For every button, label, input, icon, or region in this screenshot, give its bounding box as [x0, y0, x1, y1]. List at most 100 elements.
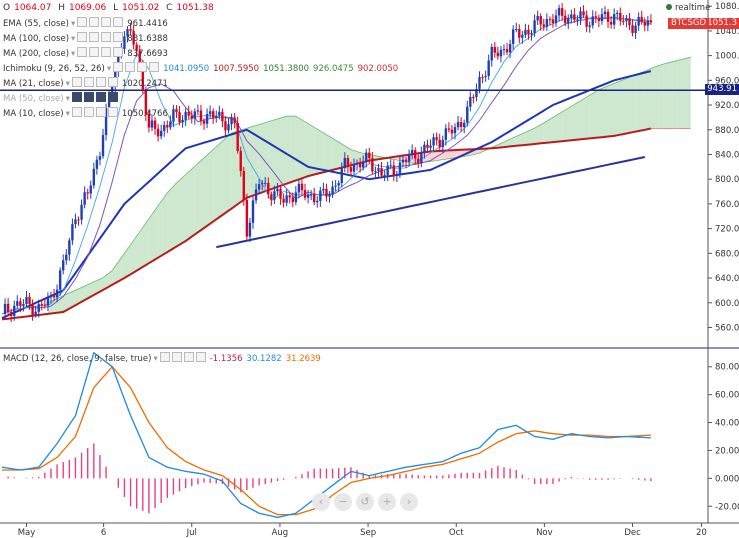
indicator-legend[interactable]: MA (21, close) ▾ 1020.2471 [3, 77, 168, 89]
settings-icon[interactable] [83, 77, 94, 87]
candle [248, 217, 252, 242]
ohlc-high-label: H [58, 3, 65, 13]
reset-icon[interactable]: ↺ [356, 493, 374, 511]
candle-body [6, 303, 10, 312]
visibility-icon[interactable] [71, 92, 82, 102]
ema55-line [1, 70, 652, 320]
price-tick-label: 560.00 [715, 323, 739, 333]
close-icon[interactable] [95, 92, 106, 102]
chevron-down-icon[interactable]: ▾ [65, 109, 70, 119]
visibility-icon[interactable] [71, 77, 82, 87]
candle [469, 91, 472, 112]
more-icon[interactable] [113, 47, 124, 57]
settings-icon[interactable] [125, 62, 136, 72]
close-icon[interactable] [95, 77, 106, 87]
settings-icon[interactable] [83, 107, 94, 117]
visibility-icon[interactable] [77, 32, 88, 42]
chevron-down-icon[interactable]: ▾ [65, 79, 70, 89]
candle [215, 110, 218, 123]
zoom-in-icon[interactable]: + [378, 493, 396, 511]
ichimoku-cloud-segment [350, 149, 361, 166]
ichimoku-cloud-segment [204, 149, 214, 228]
settings-icon[interactable] [89, 17, 100, 27]
ohlc-close-label: C [166, 3, 173, 13]
chevron-down-icon[interactable]: ▾ [70, 19, 76, 29]
chevron-down-icon[interactable]: ▾ [71, 49, 76, 59]
chevron-down-icon[interactable]: ▾ [65, 94, 70, 104]
candle [291, 192, 294, 208]
candle-body [288, 195, 291, 198]
chevron-down-icon[interactable]: ▾ [153, 354, 158, 364]
indicator-legend[interactable]: MA (200, close) ▾ 837.6693 [3, 47, 168, 59]
settings-icon[interactable] [89, 47, 100, 57]
scroll-left-icon[interactable]: ‹ [312, 493, 330, 511]
candle-body [144, 89, 148, 115]
macd-tick-label: -20.000 [715, 502, 739, 512]
candle [337, 180, 340, 192]
close-icon[interactable] [101, 17, 112, 27]
candle-body [215, 115, 218, 118]
indicator-legend[interactable]: MA (50, close) ▾ [3, 92, 118, 104]
visibility-icon[interactable] [77, 17, 88, 27]
ichimoku-cloud-segment [653, 64, 664, 129]
candle-body [637, 16, 640, 26]
zoom-out-icon[interactable]: − [334, 493, 352, 511]
candle [267, 177, 270, 199]
visibility-icon[interactable] [113, 62, 124, 72]
candle-body [361, 161, 365, 168]
candle-body [132, 30, 135, 45]
more-icon[interactable] [107, 107, 118, 117]
visibility-icon[interactable] [77, 47, 88, 57]
more-icon[interactable] [107, 92, 118, 102]
candle-body [37, 304, 40, 312]
visibility-icon[interactable] [159, 352, 170, 362]
candle-body [291, 197, 294, 203]
candle [365, 148, 368, 168]
candle [181, 115, 184, 128]
indicator-legend[interactable]: MA (100, close) ▾ 881.6388 [3, 32, 168, 44]
settings-icon[interactable] [171, 352, 182, 362]
ichimoku-cloud-segment [608, 82, 618, 137]
macd-tick-label: 40.000 [715, 419, 739, 429]
scroll-right-icon[interactable]: › [400, 493, 418, 511]
indicator-legend[interactable]: MA (10, close) ▾ 1050.4766 [3, 107, 168, 119]
candle [466, 100, 469, 127]
settings-icon[interactable] [83, 92, 94, 102]
close-icon[interactable] [137, 62, 148, 72]
candle-body [551, 19, 555, 24]
candle-body [190, 115, 193, 119]
candle-body [74, 219, 77, 225]
chevron-down-icon[interactable]: ▾ [106, 64, 112, 74]
indicator-legend[interactable]: EMA (55, close) ▾ 961.4416 [3, 17, 168, 29]
ichimoku-cloud-segment [617, 78, 627, 136]
close-icon[interactable] [101, 32, 112, 42]
candle [92, 162, 96, 189]
ichimoku-cloud-segment [663, 61, 673, 129]
candle-body [475, 89, 478, 98]
candle-body [159, 130, 163, 137]
candle [511, 25, 515, 50]
settings-icon[interactable] [89, 32, 100, 42]
candle-body [490, 46, 493, 61]
close-icon[interactable] [95, 107, 106, 117]
candle [245, 193, 249, 240]
more-icon[interactable] [107, 77, 118, 87]
more-icon[interactable] [195, 352, 206, 362]
chevron-down-icon[interactable]: ▾ [71, 34, 76, 44]
candle-body [435, 137, 438, 140]
candle-body [518, 29, 521, 38]
more-icon[interactable] [149, 62, 160, 72]
visibility-icon[interactable] [71, 107, 82, 117]
more-icon[interactable] [113, 17, 124, 27]
ichimoku-cloud-segment [323, 132, 333, 173]
candle-body [92, 168, 96, 186]
more-icon[interactable] [113, 32, 124, 42]
candle-body [104, 108, 108, 136]
close-icon[interactable] [183, 352, 194, 362]
candle-body [603, 11, 607, 15]
candle [202, 118, 206, 130]
macd-legend[interactable]: MACD (12, 26, close, 9, false, true) ▾ -1.… [3, 352, 321, 364]
indicator-legend[interactable]: Ichimoku (9, 26, 52, 26) ▾ 1041.0950 1007.5… [3, 62, 398, 74]
close-icon[interactable] [101, 47, 112, 57]
